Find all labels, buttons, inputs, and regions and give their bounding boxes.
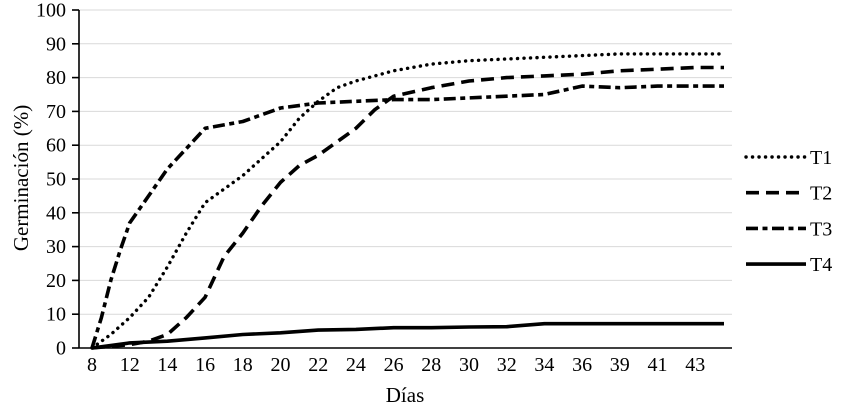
legend-label-T3: T3 [810, 218, 832, 240]
y-axis-title: Germinación (%) [9, 105, 33, 251]
series-line-T2 [91, 65, 724, 350]
chart-legend: T1 T2 T3 T4 [744, 147, 832, 276]
x-axis-tick-labels: 8 12 14 16 18 20 22 24 26 28 30 32 34 36 39 41 43 [87, 354, 705, 376]
y-tick-label-0: 0 [56, 338, 66, 360]
y-tick-label-40: 40 [46, 202, 66, 224]
legend-item-T4: T4 [746, 254, 832, 276]
y-tick-label-100: 100 [36, 0, 66, 22]
legend-label-T4: T4 [810, 254, 832, 276]
x-tick-label-30: 30 [459, 354, 479, 376]
y-tick-label-70: 70 [46, 101, 66, 123]
series-lines [90, 52, 726, 350]
series-line-T3 [90, 84, 724, 349]
x-tick-label-16: 16 [195, 354, 215, 376]
axes [72, 9, 732, 349]
x-tick-label-39: 39 [610, 354, 630, 376]
x-tick-label-18: 18 [233, 354, 253, 376]
x-tick-label-26: 26 [384, 354, 404, 376]
x-tick-label-34: 34 [534, 354, 554, 376]
x-tick-label-22: 22 [308, 354, 328, 376]
x-tick-label-41: 41 [648, 354, 668, 376]
y-tick-label-50: 50 [46, 169, 66, 191]
x-tick-label-32: 32 [497, 354, 517, 376]
gridlines [79, 9, 732, 349]
x-axis-title: Días [386, 383, 425, 407]
series-line-T4 [91, 321, 724, 350]
y-tick-label-60: 60 [46, 135, 66, 157]
y-tick-label-20: 20 [46, 270, 66, 292]
series-line-T1 [90, 52, 726, 350]
y-tick-label-90: 90 [46, 33, 66, 55]
x-tick-label-28: 28 [421, 354, 441, 376]
x-tick-label-43: 43 [685, 354, 705, 376]
legend-item-T2: T2 [746, 183, 832, 205]
x-tick-label-8: 8 [87, 354, 97, 376]
y-tick-label-30: 30 [46, 236, 66, 258]
legend-item-T3: T3 [746, 218, 832, 240]
legend-label-T2: T2 [810, 183, 832, 205]
x-tick-label-24: 24 [346, 354, 366, 376]
x-tick-label-36: 36 [572, 354, 592, 376]
y-tick-label-10: 10 [46, 304, 66, 326]
x-tick-label-14: 14 [157, 354, 177, 376]
x-tick-label-20: 20 [271, 354, 291, 376]
legend-item-T1: T1 [744, 147, 832, 169]
y-tick-label-80: 80 [46, 67, 66, 89]
y-axis-tick-labels: 0 10 20 30 40 50 60 70 80 90 100 [36, 0, 66, 360]
legend-label-T1: T1 [810, 147, 832, 169]
x-tick-label-12: 12 [120, 354, 140, 376]
